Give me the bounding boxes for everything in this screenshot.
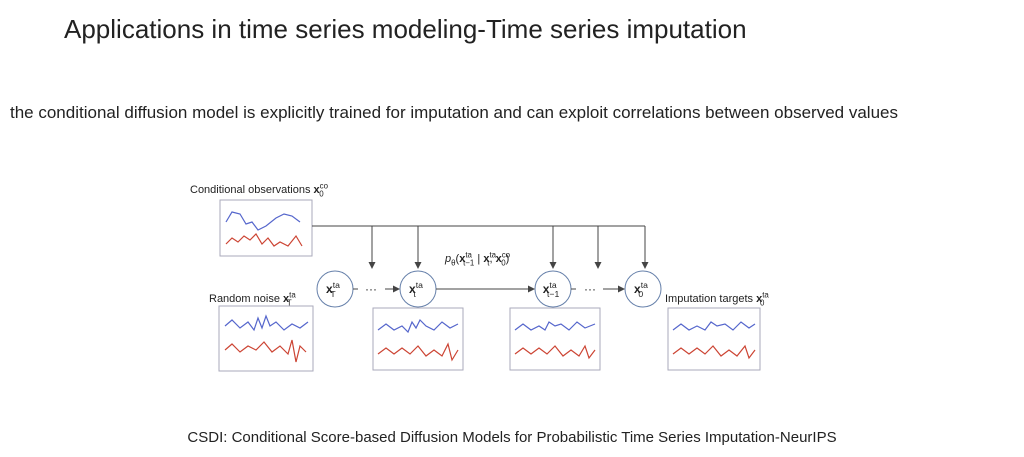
- math-part: co: [502, 250, 511, 259]
- wave: [377, 342, 459, 362]
- math-part: co: [320, 181, 329, 190]
- math-part: Imputation targets: [665, 293, 756, 305]
- title: Applications in time series modeling-Tim…: [64, 14, 747, 44]
- math-label: xta 0: [634, 280, 648, 299]
- math-part: ta: [641, 280, 648, 290]
- math-part: T: [287, 299, 292, 308]
- math-part: p: [444, 253, 451, 265]
- wave: [225, 233, 303, 247]
- math-part: x: [409, 282, 416, 296]
- math-part: x: [483, 253, 490, 265]
- wave: [514, 344, 596, 360]
- wave: [514, 321, 596, 331]
- math-label: xta T: [326, 280, 340, 299]
- wave: [224, 339, 307, 363]
- wave: [377, 318, 459, 334]
- math-part: ta: [465, 250, 472, 259]
- subtitle: the conditional diffusion model is expli…: [10, 103, 898, 122]
- math-label: Conditional observations xco 0: [190, 181, 329, 198]
- math-part: ta: [333, 280, 340, 290]
- node: [624, 270, 662, 308]
- box: [509, 307, 601, 371]
- math-part: x: [756, 293, 763, 305]
- math-label: xta t−1: [543, 280, 560, 299]
- math-part: t−1: [463, 259, 475, 268]
- wave: [672, 344, 756, 360]
- math-part: t: [413, 289, 416, 299]
- math-part: 0: [638, 289, 643, 299]
- math-label: Random noise xta T: [209, 290, 296, 307]
- math-part: (: [456, 253, 460, 265]
- math-label: xta t: [409, 280, 423, 299]
- math-part: |: [474, 253, 483, 265]
- math-part: ta: [489, 250, 496, 259]
- math-part: ,: [489, 253, 495, 265]
- math-label: Imputation targets xta 0: [665, 290, 769, 307]
- math-part: ta: [289, 290, 296, 299]
- math-part: T: [330, 289, 336, 299]
- math-part: ta: [762, 290, 769, 299]
- math-part: ta: [549, 280, 556, 290]
- math-part: x: [459, 253, 466, 265]
- math-part: 0: [319, 190, 324, 199]
- math-part: x: [314, 184, 321, 196]
- wave: [224, 314, 309, 332]
- math-part: 0: [760, 299, 765, 308]
- box: [372, 307, 464, 371]
- math-label: pθ(xta t−1 | xta t, xco 0): [444, 250, 511, 267]
- ellipsis: ···: [365, 282, 377, 296]
- wave: [225, 211, 301, 231]
- math-part: Conditional observations: [190, 184, 314, 196]
- math-part: t: [487, 259, 490, 268]
- math-part: x: [496, 253, 503, 265]
- math-part: Random noise: [209, 293, 283, 305]
- math-part: ): [506, 253, 510, 265]
- math-part: t−1: [547, 289, 559, 299]
- diagram: ··· ···: [218, 199, 761, 372]
- wave: [672, 321, 756, 331]
- math-part: x: [634, 282, 641, 296]
- math-part: x: [326, 282, 333, 296]
- math-part: x: [543, 282, 550, 296]
- math-part: 0: [501, 259, 506, 268]
- caption: CSDI: Conditional Score-based Diffusion …: [187, 429, 836, 446]
- ellipsis: ···: [584, 282, 596, 296]
- box: [219, 199, 313, 257]
- math-part: x: [283, 293, 290, 305]
- math-part: ta: [416, 280, 423, 290]
- box: [667, 307, 761, 371]
- math-part: θ: [451, 259, 455, 268]
